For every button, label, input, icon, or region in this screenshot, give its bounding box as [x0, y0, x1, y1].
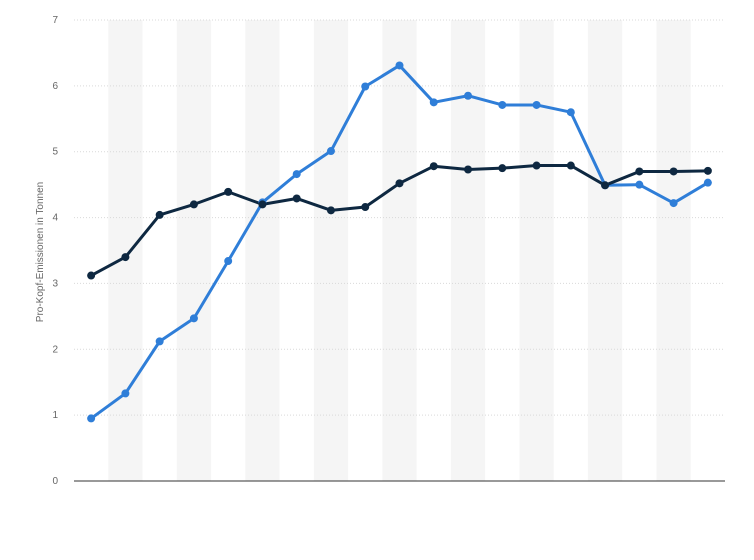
column-bands	[108, 20, 691, 481]
series-1-point[interactable]	[326, 147, 335, 156]
series-1-point[interactable]	[189, 314, 198, 323]
series-1-point[interactable]	[429, 98, 438, 107]
y-tick-label: 6	[52, 81, 58, 92]
series-2-point[interactable]	[292, 194, 301, 203]
column-band	[382, 20, 417, 481]
y-axis-label: Pro-Kopf-Emissionen in Tonnen	[35, 182, 46, 322]
series-2-point[interactable]	[532, 161, 541, 170]
y-tick-label: 4	[52, 213, 58, 224]
series-2-point[interactable]	[224, 187, 233, 196]
series-2-point[interactable]	[703, 166, 712, 175]
series-2-point[interactable]	[258, 200, 267, 209]
series-2-point[interactable]	[601, 181, 610, 190]
series-2-point[interactable]	[464, 165, 473, 174]
series-2-point[interactable]	[669, 167, 678, 176]
series-1-point[interactable]	[566, 108, 575, 117]
series-1-point[interactable]	[87, 414, 96, 423]
series-1-point[interactable]	[121, 389, 130, 398]
y-tick-label: 7	[52, 15, 58, 26]
column-band	[245, 20, 280, 481]
series-1-point[interactable]	[224, 257, 233, 266]
series-group	[87, 61, 712, 423]
y-axis-ticks: 0 1 2 3 4 5 6 7	[52, 15, 58, 487]
series-2-point[interactable]	[326, 206, 335, 215]
y-tick-label: 2	[52, 344, 58, 355]
column-band	[656, 20, 691, 481]
series-1-point[interactable]	[703, 178, 712, 187]
series-1-point[interactable]	[155, 337, 164, 346]
series-2-point[interactable]	[87, 271, 96, 280]
column-band	[176, 20, 212, 481]
y-tick-label: 1	[52, 410, 58, 421]
series-1-point[interactable]	[498, 100, 507, 109]
y-tick-label: 3	[52, 278, 58, 289]
y-tick-label: 5	[52, 147, 58, 158]
series-2-point[interactable]	[189, 200, 198, 209]
y-tick-label: 0	[52, 476, 58, 487]
series-2-point[interactable]	[121, 253, 130, 262]
series-2-point[interactable]	[155, 210, 164, 219]
series-1-point[interactable]	[292, 170, 301, 179]
column-band	[313, 20, 349, 481]
series-2-point[interactable]	[429, 162, 438, 171]
series-2-point[interactable]	[635, 167, 644, 176]
column-band	[587, 20, 623, 481]
series-1-point[interactable]	[532, 100, 541, 109]
column-band	[519, 20, 554, 481]
series-2-point[interactable]	[395, 179, 404, 188]
series-2-point[interactable]	[566, 161, 575, 170]
series-1-point[interactable]	[635, 180, 644, 189]
series-1-point[interactable]	[395, 61, 404, 70]
column-band	[450, 20, 486, 481]
series-1-point[interactable]	[669, 199, 678, 208]
series-1-point[interactable]	[361, 82, 370, 91]
column-band	[108, 20, 143, 481]
gridlines	[74, 19, 725, 416]
series-1-point[interactable]	[464, 91, 473, 100]
series-2-point[interactable]	[498, 164, 507, 173]
series-2-point[interactable]	[361, 203, 370, 212]
